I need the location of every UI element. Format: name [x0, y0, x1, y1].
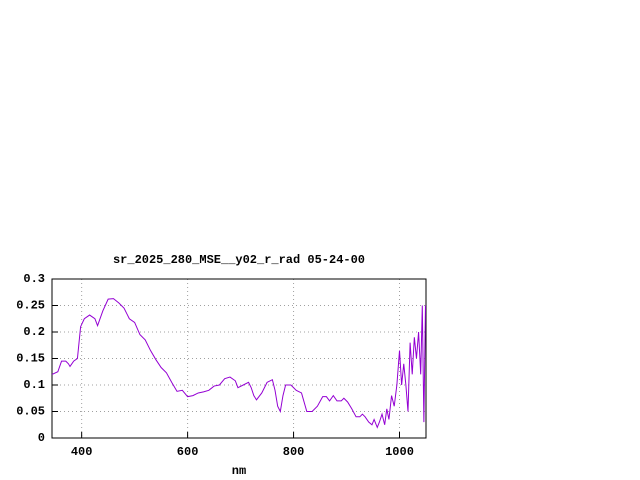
chart-title: sr_2025_280_MSE__y02_r_rad 05-24-00 [113, 253, 365, 267]
y-tick-label: 0.3 [23, 272, 45, 286]
data-line [51, 298, 426, 429]
y-tick-label: 0.2 [23, 325, 45, 339]
plot-border [51, 278, 427, 439]
y-tick-label: 0 [38, 431, 45, 445]
x-tick-label: 1000 [385, 445, 414, 459]
x-tick-label: 400 [71, 445, 93, 459]
y-tick-label: 0.1 [23, 378, 45, 392]
y-tick-label: 0.15 [16, 352, 45, 366]
x-tick-label: 600 [177, 445, 199, 459]
y-tick-label: 0.25 [16, 299, 45, 313]
x-tick-label: 800 [283, 445, 305, 459]
x-axis-label: nm [232, 464, 246, 478]
y-tick-label: 0.05 [16, 405, 45, 419]
